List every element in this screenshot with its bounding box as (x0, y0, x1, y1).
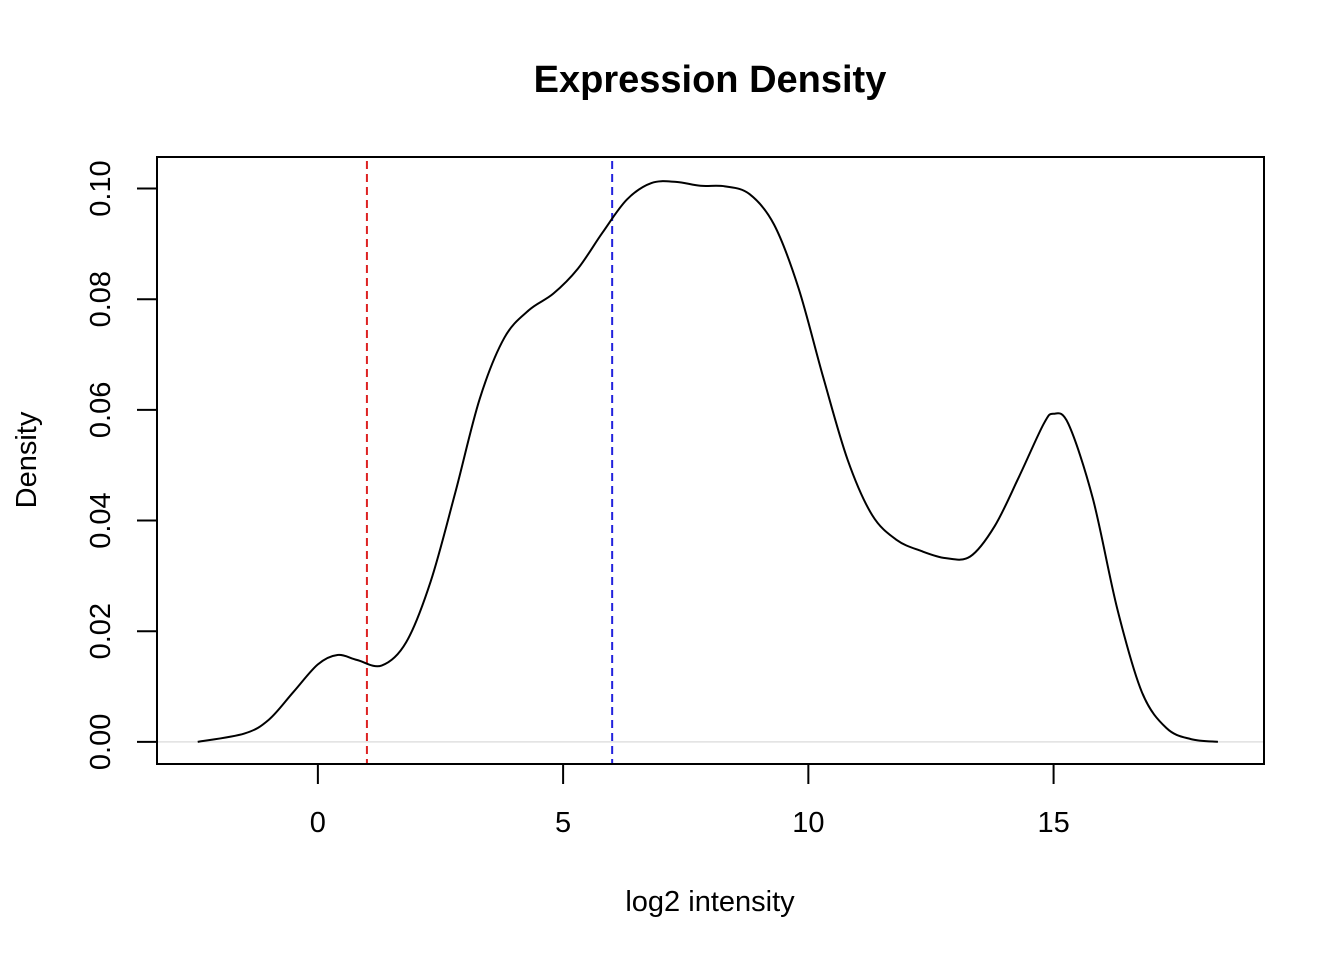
x-tick-label: 0 (310, 807, 326, 839)
x-tick-label: 5 (555, 807, 571, 839)
x-axis-label: log2 intensity (625, 886, 795, 918)
y-tick-label: 0.10 (85, 160, 117, 216)
plot-frame (156, 156, 1265, 765)
y-tick-label: 0.00 (85, 714, 117, 770)
x-tick-label: 15 (1037, 807, 1069, 839)
y-axis: 0.00 0.02 0.04 0.06 0.08 0.10 (85, 160, 158, 770)
y-tick-label: 0.06 (85, 382, 117, 438)
x-axis: 0 5 10 15 (310, 763, 1070, 839)
y-axis-label: Density (11, 411, 43, 508)
y-tick-label: 0.08 (85, 271, 117, 327)
y-tick-label: 0.04 (85, 492, 117, 548)
vertical-reference-lines (365, 161, 614, 764)
density-curve (197, 180, 1219, 743)
y-tick-label: 0.02 (85, 603, 117, 659)
chart-title: Expression Density (534, 59, 887, 101)
x-tick-label: 10 (792, 807, 824, 839)
plot-area (156, 156, 1265, 765)
